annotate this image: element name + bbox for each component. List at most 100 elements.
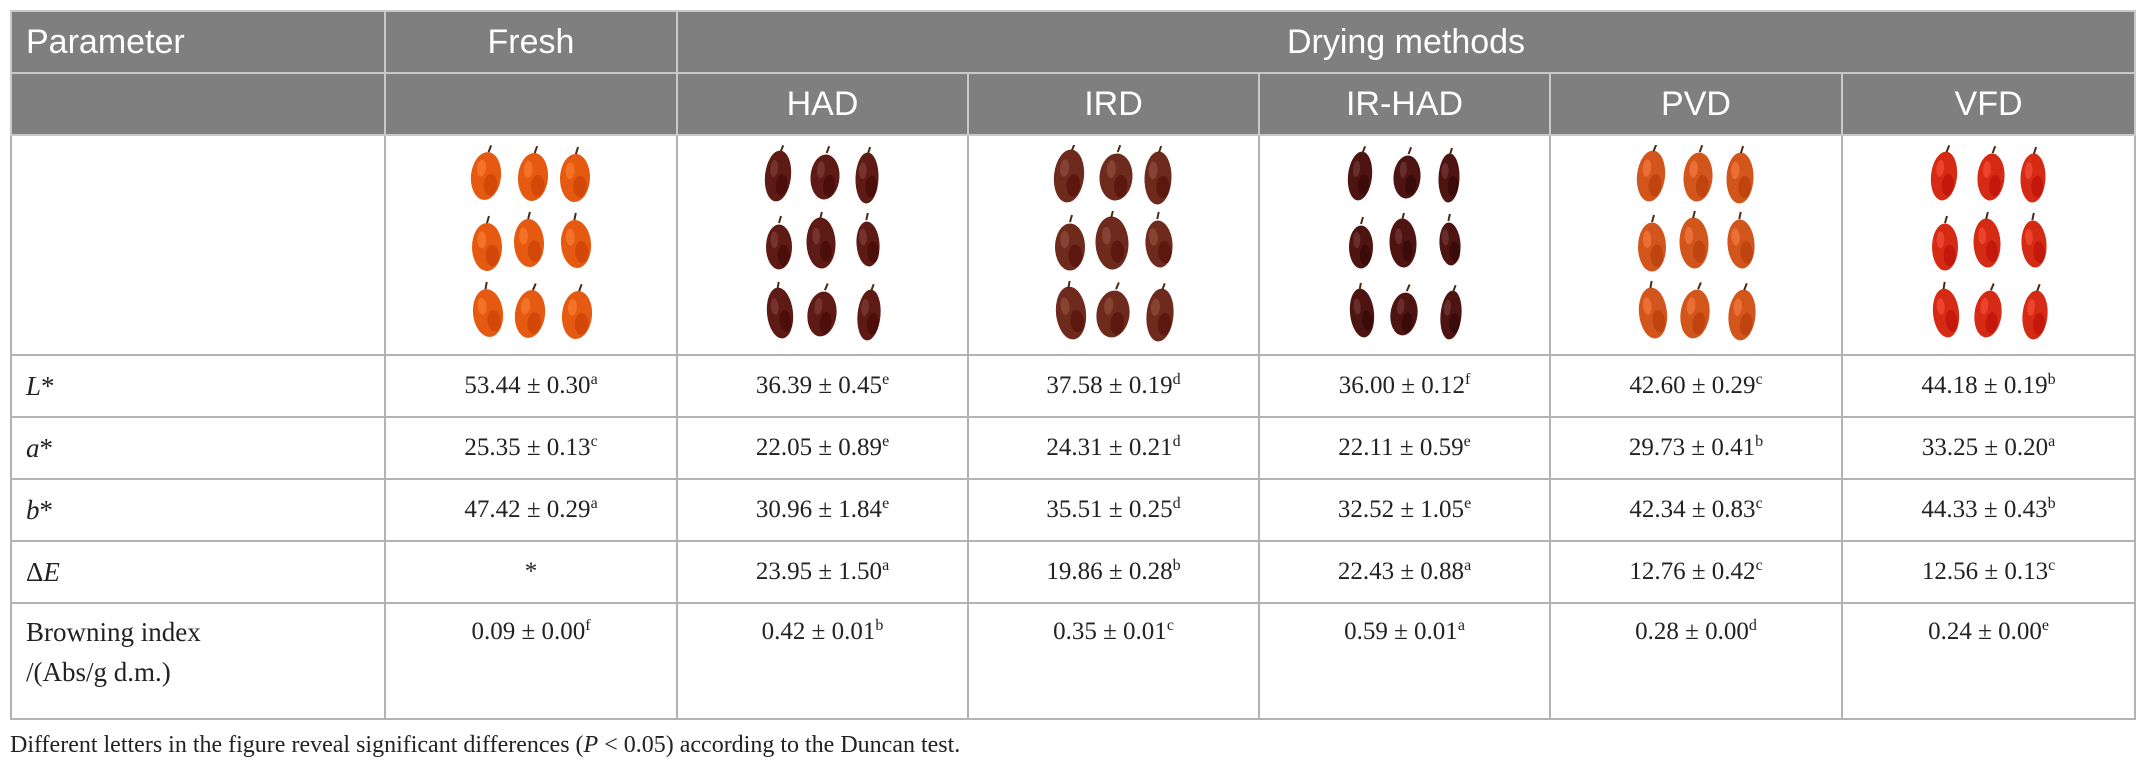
header-row-1: Parameter Fresh Drying methods [10,10,2137,74]
header-method-irhad: IR-HAD [1258,72,1551,136]
value-cell: 36.00 ± 0.12f [1258,354,1551,418]
header-drying-methods: Drying methods [675,10,2137,74]
fruit-item [1098,145,1133,201]
param-a-star: a* [10,416,386,480]
value-cell: 12.56 ± 0.13c [1840,540,2137,604]
value-cell: 22.43 ± 0.88a [1258,540,1551,604]
fruit-item [1972,211,2001,268]
header-method-vfd: VFD [1840,72,2137,136]
fruit-item [1389,284,1418,336]
value-cell: 22.05 ± 0.89e [676,416,969,480]
fruit-item [1932,281,1959,338]
fruit-item [855,212,880,267]
fruit-item [1636,145,1666,202]
fruit-item [856,283,881,341]
row-a-star: a* 25.35 ± 0.13c 22.05 ± 0.89e 24.31 ± 0… [10,416,2137,480]
value-cell: * [384,540,678,604]
value-cell: 35.51 ± 0.25d [967,478,1260,542]
irhad-sample-image [1258,134,1551,356]
header-parameter: Parameter [10,10,386,74]
param-b-star: b* [10,478,386,542]
value-cell: 44.18 ± 0.19b [1840,354,2137,418]
fruit-item [1973,283,2002,338]
had-fruit-cluster [764,145,881,341]
row-b-star: b* 47.42 ± 0.29a 30.96 ± 1.84e 35.51 ± 0… [10,478,2137,542]
fruit-item [1638,214,1666,272]
value-cell: 0.59 ± 0.01a [1258,602,1551,720]
fruit-item [513,211,545,267]
param-browning-index: Browning index/(Abs/g d.m.) [10,602,386,720]
ird-sample-image [967,134,1260,356]
fresh-sample-image [384,134,678,356]
fruit-item [1728,282,1756,341]
value-cell: 0.28 ± 0.00d [1549,602,1843,720]
fruit-item [559,146,591,202]
fruit-item [1638,280,1668,339]
value-cell: 37.58 ± 0.19d [967,354,1260,418]
fruit-item [470,145,502,200]
fruit-item [472,281,504,337]
fruit-item [1053,145,1084,203]
value-cell: 29.73 ± 0.41b [1549,416,1843,480]
fruit-item [1931,215,1958,271]
fruit-item [2021,283,2048,340]
fruit-item [1094,210,1129,270]
fruit-item [765,215,792,270]
color-parameters-table: Parameter Fresh Drying methods HAD IRD I… [10,10,2137,720]
header-fresh: Fresh [384,10,678,74]
value-cell: 22.11 ± 0.59e [1258,416,1551,480]
irhad-fruit-cluster [1347,145,1462,340]
header-empty-fresh [384,72,678,136]
ird-fruit-cluster [1053,145,1174,342]
value-cell: 44.33 ± 0.43b [1840,478,2137,542]
fresh-fruit-cluster [470,145,593,339]
header-method-pvd: PVD [1549,72,1843,136]
fruit-item [561,283,593,339]
fruit-item [2020,212,2047,268]
fruit-item [1976,145,2005,201]
value-cell: 47.42 ± 0.29a [384,478,678,542]
fruit-item [1348,216,1373,269]
param-delta-e: ΔE [10,540,386,604]
fruit-item [1347,145,1372,201]
fruit-item [1349,282,1374,338]
pvd-sample-image [1549,134,1843,356]
row-l-star: L* 53.44 ± 0.30a 36.39 ± 0.45e 37.58 ± 0… [10,354,2137,418]
fruit-item [472,215,502,271]
fruit-item [1095,282,1130,338]
row-delta-e: ΔE * 23.95 ± 1.50a 19.86 ± 0.28b 22.43 ±… [10,540,2137,604]
value-cell: 25.35 ± 0.13c [384,416,678,480]
value-cell: 36.39 ± 0.45e [676,354,969,418]
fruit-item [1679,210,1709,269]
value-cell: 24.31 ± 0.21d [967,416,1260,480]
fruit-item [809,145,840,200]
fruit-item [806,283,837,337]
fruit-item [1930,145,1957,201]
value-cell: 12.76 ± 0.42c [1549,540,1843,604]
fruit-item [1438,213,1461,266]
had-sample-image [676,134,969,356]
fruit-item [805,211,836,269]
value-cell: 0.35 ± 0.01c [967,602,1260,720]
value-cell: 0.24 ± 0.00e [1840,602,2137,720]
fruit-item [1145,282,1174,342]
fruit-item [2019,146,2046,203]
value-cell: 32.52 ± 1.05e [1258,478,1551,542]
row-browning-index: Browning index/(Abs/g d.m.) 0.09 ± 0.00f… [10,602,2137,720]
pvd-fruit-cluster [1636,145,1756,341]
vfd-sample-image [1840,134,2137,356]
fruit-item [1727,211,1755,269]
value-cell: 33.25 ± 0.20a [1840,416,2137,480]
fruit-item [766,281,793,339]
fruit-item [1437,147,1460,203]
fruit-item [560,212,592,268]
value-cell: 53.44 ± 0.30a [384,354,678,418]
fruit-item [1680,282,1710,339]
fruit-item [517,145,549,201]
header-empty-param [10,72,386,136]
fruit-item [764,145,791,202]
vfd-fruit-cluster [1930,145,2048,340]
fruit-item [1683,145,1713,202]
fruit-item [854,146,879,204]
fruit-item [1143,145,1172,205]
